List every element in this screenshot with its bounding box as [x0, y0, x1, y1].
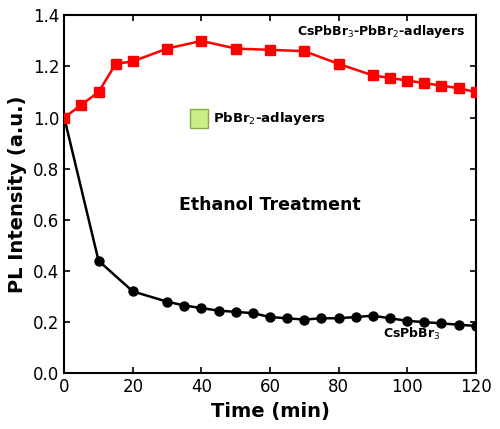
X-axis label: Time (min): Time (min) — [210, 402, 330, 421]
Text: CsPbBr$_3$-PbBr$_2$-adlayers: CsPbBr$_3$-PbBr$_2$-adlayers — [298, 24, 466, 40]
Y-axis label: PL Intensity (a.u.): PL Intensity (a.u.) — [8, 96, 28, 293]
Text: PbBr$_2$-adlayers: PbBr$_2$-adlayers — [213, 109, 326, 127]
Text: CsPbBr$_3$: CsPbBr$_3$ — [383, 326, 440, 341]
Bar — [190, 109, 208, 128]
Text: Ethanol Treatment: Ethanol Treatment — [179, 196, 361, 214]
